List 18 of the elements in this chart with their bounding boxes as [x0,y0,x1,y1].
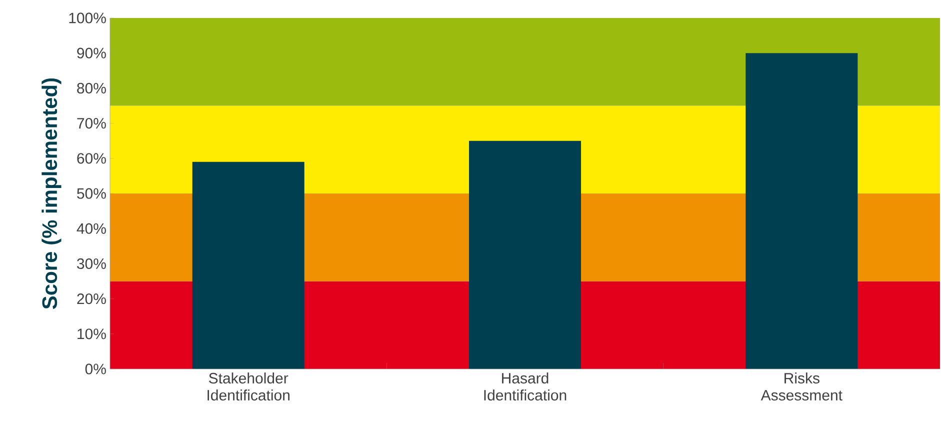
bar [746,53,858,369]
x-tick-label: Hasard Identification [484,372,566,401]
x-tick-label: Risks Assessment [760,372,842,401]
y-tick-label: 70% [77,118,106,129]
y-tick-label: 100% [69,12,106,24]
bar [469,140,582,369]
y-tick-label: 30% [77,258,106,269]
y-axis-title: Score (% implemented) [42,78,62,309]
y-tick-label: 60% [77,153,106,164]
y-tick-label: 80% [77,82,106,94]
y-tick-label: 20% [77,293,106,304]
y-tick-label: 90% [77,48,106,58]
y-tick-label: 0% [85,364,106,374]
y-tick-label: 50% [77,188,106,199]
x-tick-label: Stakeholder Identification [208,372,290,401]
y-tick-label: 10% [78,328,106,340]
bar [192,162,304,369]
y-tick-label: 40% [76,223,106,234]
